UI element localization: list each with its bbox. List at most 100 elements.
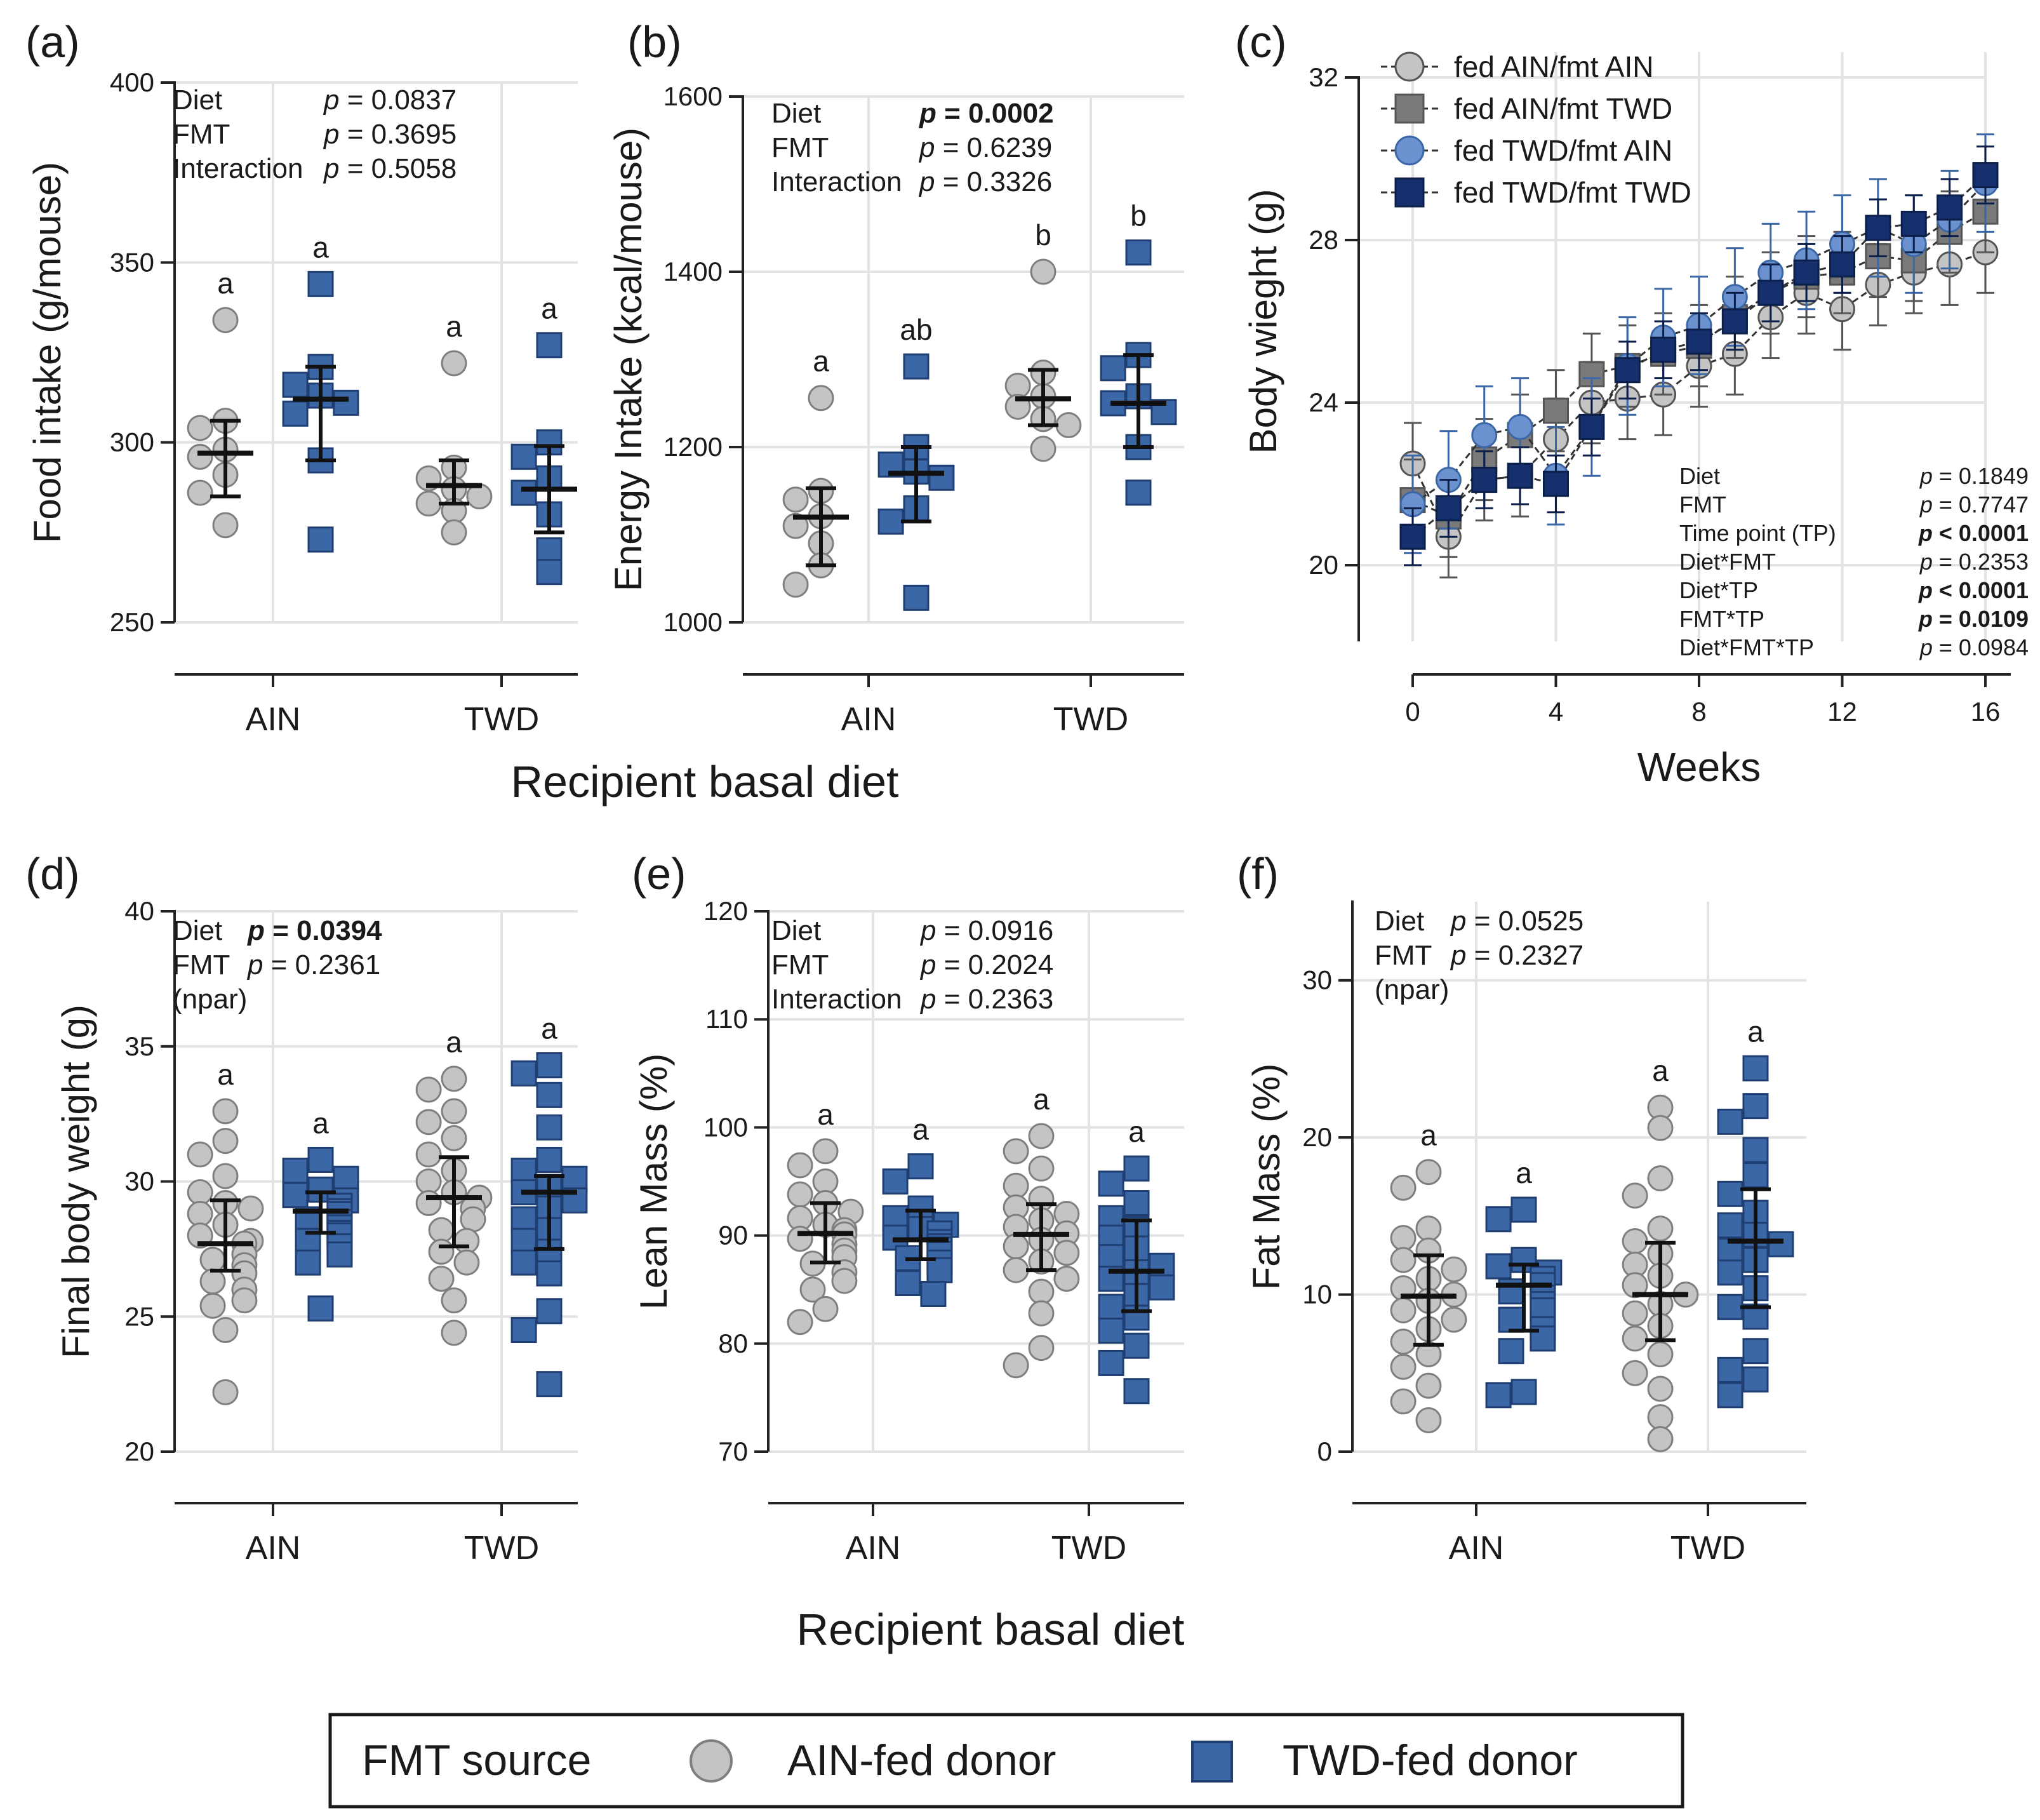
data-point xyxy=(536,1052,563,1079)
y-tick-label: 350 xyxy=(110,247,154,277)
data-point xyxy=(510,1228,537,1254)
data-point xyxy=(907,1153,934,1180)
data-point xyxy=(428,1266,455,1292)
data-point xyxy=(808,385,834,412)
significance-letter: a xyxy=(813,345,829,378)
data-point xyxy=(536,537,563,564)
p-symbol: p xyxy=(919,984,944,1015)
p-symbol: p xyxy=(1918,606,1939,632)
data-point xyxy=(1390,1224,1417,1251)
stat-label: FMT xyxy=(1679,492,1726,518)
data-point xyxy=(1415,1215,1442,1242)
legend-marker xyxy=(1394,51,1425,82)
data-point xyxy=(187,443,213,470)
significance-letter: a xyxy=(912,1113,929,1146)
y-axis-label: Lean Mass (%) xyxy=(632,1054,675,1309)
stat-value: p = 0.3695 xyxy=(323,119,457,150)
group-twd-twd: a xyxy=(510,292,577,585)
stat-label: FMT xyxy=(771,949,829,980)
group-ain-twd: a xyxy=(882,1113,959,1308)
data-point xyxy=(1399,523,1426,550)
data-point xyxy=(415,1168,442,1194)
data-point xyxy=(782,486,809,513)
x-tick-label: 4 xyxy=(1549,697,1563,726)
stat-value: p = 0.0984 xyxy=(1919,634,2029,660)
panel-label: (c) xyxy=(1235,17,1287,67)
stat-label: Diet*FMT*TP xyxy=(1679,634,1814,660)
data-point xyxy=(1123,1378,1150,1405)
data-point xyxy=(212,1317,239,1344)
y-tick-label: 24 xyxy=(1309,387,1338,417)
data-point xyxy=(1717,1181,1743,1207)
data-point xyxy=(187,1141,213,1168)
y-tick-label: 1000 xyxy=(663,607,723,637)
y-tick-label: 1400 xyxy=(663,257,723,286)
data-point xyxy=(187,415,213,441)
data-point xyxy=(1647,1114,1674,1141)
stat-value: p = 0.0837 xyxy=(323,84,457,116)
data-point xyxy=(1123,1332,1150,1359)
data-point xyxy=(1647,1426,1674,1452)
data-point xyxy=(187,479,213,506)
data-point xyxy=(1028,1300,1055,1327)
x-title-bottom: Recipient basal diet xyxy=(797,1605,1185,1654)
group-twd-twd: b xyxy=(1100,199,1177,506)
stats-block: Diet p = 0.0002 FMT p = 0.6239 Interaction p … xyxy=(771,98,1054,197)
data-point xyxy=(510,443,537,470)
data-point xyxy=(1622,1325,1648,1352)
data-point xyxy=(1003,1172,1029,1199)
data-point xyxy=(1125,239,1152,266)
data-point xyxy=(1390,1353,1417,1380)
p-value: < 0.0001 xyxy=(1939,520,2029,546)
chart-panel-d: (d) 20 25 30 35 40 Final body weight (g) AIN TWD… xyxy=(25,849,588,1567)
x-tick-label: AIN xyxy=(246,1530,301,1567)
x-tick-label: 16 xyxy=(1971,697,2001,726)
y-tick-label: 25 xyxy=(124,1301,154,1331)
p-value: = 0.2363 xyxy=(944,984,1054,1015)
data-point xyxy=(237,1195,264,1222)
data-point xyxy=(1055,412,1082,438)
data-point xyxy=(536,1298,563,1325)
stat-value: p = 0.0109 xyxy=(1918,606,2029,632)
stat-label: (npar) xyxy=(173,984,247,1015)
stat-label: FMT xyxy=(1375,940,1432,971)
data-point xyxy=(1098,1349,1124,1376)
stat-label: Diet xyxy=(173,84,222,116)
data-point xyxy=(1742,1137,1769,1163)
legend-marker xyxy=(1394,135,1425,166)
data-point xyxy=(903,353,930,380)
y-tick-label: 32 xyxy=(1309,62,1338,92)
data-point xyxy=(782,512,809,539)
data-point xyxy=(333,389,359,416)
y-tick-label: 1200 xyxy=(663,432,723,462)
significance-letter: b xyxy=(1130,199,1147,232)
data-point xyxy=(1003,1233,1029,1260)
x-tick-label: AIN xyxy=(1449,1530,1504,1567)
p-value: = 0.2361 xyxy=(271,949,381,980)
data-point xyxy=(1972,162,1999,189)
data-point xyxy=(510,1249,537,1276)
data-point xyxy=(510,1317,537,1344)
data-point xyxy=(212,1379,239,1405)
data-point xyxy=(1650,337,1677,363)
p-value: = 0.7747 xyxy=(1939,492,2029,518)
stat-label: (npar) xyxy=(1375,974,1449,1005)
p-symbol: p xyxy=(246,949,271,980)
significance-letter: b xyxy=(1035,218,1051,251)
stat-label: Diet*FMT xyxy=(1679,549,1776,575)
data-point xyxy=(1647,1165,1674,1191)
data-point xyxy=(295,1249,321,1276)
group-twd-ain: a xyxy=(415,310,493,545)
group-twd-twd: a xyxy=(1717,1015,1794,1408)
data-point xyxy=(307,1295,334,1322)
p-symbol: p xyxy=(323,84,347,116)
data-point xyxy=(282,1157,309,1184)
data-point xyxy=(1937,194,1963,221)
stat-value: p = 0.2363 xyxy=(919,984,1053,1015)
data-point xyxy=(812,1168,839,1194)
y-tick-label: 300 xyxy=(110,427,154,457)
series-legend-entry: fed AIN/fmt TWD xyxy=(1381,92,1672,125)
data-point xyxy=(831,1268,858,1294)
group-ain-ain: a xyxy=(787,1098,864,1335)
data-point xyxy=(1865,215,1891,241)
